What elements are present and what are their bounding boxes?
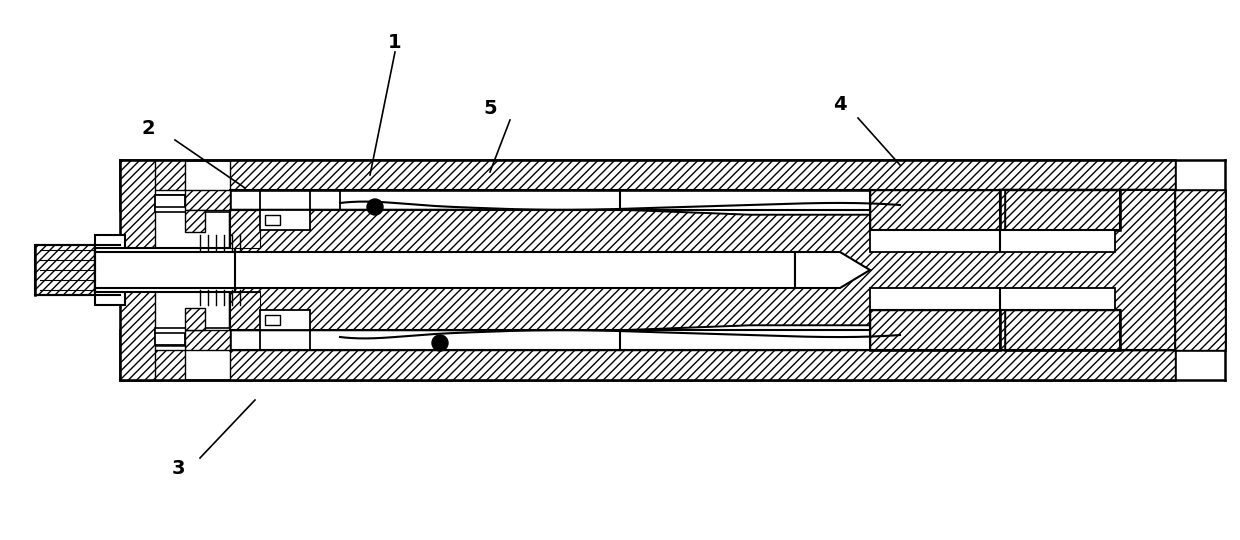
Circle shape (432, 335, 448, 351)
Bar (260, 310, 310, 330)
Bar (155, 195, 185, 210)
Bar (265, 215, 280, 225)
Bar (1004, 310, 1120, 350)
Text: 2: 2 (141, 118, 155, 138)
Bar (870, 310, 999, 350)
Text: 3: 3 (171, 458, 185, 477)
Bar (1004, 190, 1120, 230)
Text: 5: 5 (484, 98, 497, 118)
Bar (35, 245, 95, 295)
Polygon shape (229, 190, 1176, 350)
Bar (870, 288, 1115, 310)
Bar (120, 160, 155, 380)
Bar (229, 292, 260, 330)
Bar (1176, 190, 1225, 350)
Bar (95, 235, 125, 305)
Bar (265, 315, 280, 325)
Bar (185, 190, 229, 210)
Circle shape (367, 199, 383, 215)
Bar (1004, 310, 1120, 350)
Bar (95, 252, 795, 288)
Polygon shape (120, 330, 1176, 380)
Bar (185, 330, 229, 350)
Text: 4: 4 (833, 96, 847, 114)
Bar (35, 245, 95, 295)
Bar (870, 190, 999, 230)
Polygon shape (795, 252, 870, 288)
Bar (870, 310, 999, 350)
Bar (185, 308, 205, 330)
Polygon shape (229, 190, 1176, 350)
Bar (229, 210, 260, 248)
Polygon shape (120, 160, 1176, 210)
Bar (155, 207, 229, 212)
Bar (870, 190, 999, 230)
Bar (260, 210, 310, 230)
Bar (155, 330, 185, 345)
Bar (95, 248, 236, 292)
Bar (120, 160, 185, 190)
Bar (1176, 190, 1225, 350)
Bar (229, 160, 1176, 190)
Bar (185, 210, 205, 232)
Bar (870, 230, 1115, 252)
Bar (1004, 190, 1120, 230)
Text: 1: 1 (388, 32, 402, 51)
Bar (120, 350, 185, 380)
Bar (155, 328, 229, 333)
Bar (229, 292, 260, 330)
Bar (229, 210, 260, 248)
Bar (229, 350, 1176, 380)
